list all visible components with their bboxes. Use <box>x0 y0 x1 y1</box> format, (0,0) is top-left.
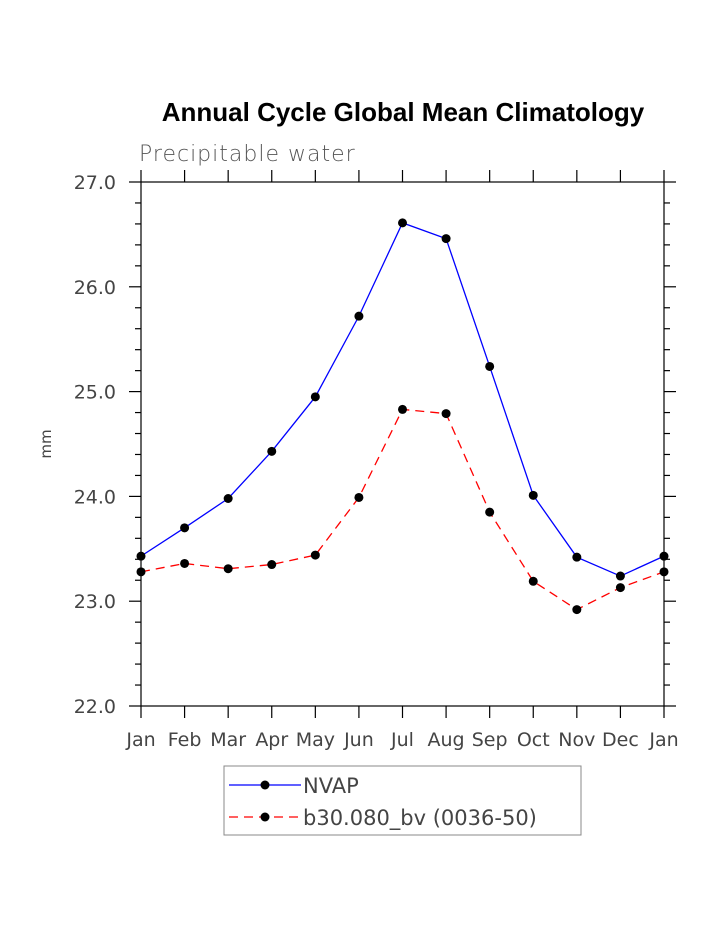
legend-item: NVAP <box>229 774 359 798</box>
x-tick-label: Nov <box>558 729 595 751</box>
plot-frame <box>140 181 665 707</box>
data-point <box>223 564 233 574</box>
y-tick-label: 26.0 <box>74 277 116 299</box>
x-tick-label: May <box>296 729 335 751</box>
legend: NVAP b30.080_bv (0036-50) <box>223 765 582 836</box>
x-tick-label: Mar <box>210 729 246 751</box>
chart-title: Annual Cycle Global Mean Climatology <box>162 97 645 127</box>
data-point <box>441 409 451 419</box>
x-tick-label: Sep <box>472 729 508 751</box>
data-point <box>441 234 451 244</box>
data-point <box>528 576 538 586</box>
legend-label: NVAP <box>303 774 359 798</box>
series-layer <box>136 218 669 615</box>
x-tick-label: Jul <box>390 729 414 751</box>
data-point <box>572 605 582 615</box>
series-line <box>140 222 665 577</box>
y-tick-label: 24.0 <box>74 486 116 508</box>
y-tick-label: 27.0 <box>74 172 116 194</box>
x-tick-label: Jan <box>648 729 678 751</box>
data-point <box>136 551 146 561</box>
data-point <box>659 567 669 577</box>
x-tick-label: Dec <box>602 729 639 751</box>
series-1 <box>136 218 669 581</box>
x-tick-label: Aug <box>428 729 465 751</box>
legend-label: b30.080_bv (0036-50) <box>303 806 537 831</box>
data-point <box>267 446 277 456</box>
chart-subtitle: Precipitable water <box>139 142 356 167</box>
y-tick-label: 22.0 <box>74 696 116 718</box>
data-point <box>572 552 582 562</box>
data-point <box>485 507 495 517</box>
data-point <box>180 558 190 568</box>
y-tick-label: 25.0 <box>74 382 116 404</box>
data-point <box>136 567 146 577</box>
series-line <box>140 408 665 611</box>
data-point <box>267 560 277 570</box>
data-point <box>528 490 538 500</box>
data-point <box>180 523 190 533</box>
data-point <box>398 218 407 228</box>
x-tick-label: Jan <box>125 729 155 751</box>
tick-marks <box>129 170 676 718</box>
data-point <box>354 311 364 321</box>
x-tick-label: Oct <box>517 729 550 751</box>
x-tick-label: Apr <box>255 729 288 751</box>
y-tick-labels: 22.0 23.0 24.0 25.0 26.0 27.0 <box>74 172 116 718</box>
data-point <box>223 493 233 503</box>
data-point <box>398 404 407 414</box>
data-point <box>659 551 669 561</box>
x-tick-labels: Jan Feb Mar Apr May Jun Jul Aug Sep Oct Nov Dec Jan <box>125 729 678 751</box>
data-point <box>485 361 495 371</box>
legend-marker <box>260 812 270 822</box>
data-point <box>615 571 625 581</box>
y-axis-label: mm <box>37 429 55 458</box>
x-tick-label: Feb <box>168 729 202 751</box>
legend-item: b30.080_bv (0036-50) <box>229 806 537 831</box>
series-2 <box>136 404 669 615</box>
legend-box <box>223 765 582 836</box>
legend-marker <box>260 780 270 790</box>
x-tick-label: Jun <box>343 729 374 751</box>
data-point <box>310 550 320 560</box>
data-point <box>615 583 625 593</box>
data-point <box>354 492 364 502</box>
y-tick-label: 23.0 <box>74 591 116 613</box>
data-point <box>310 392 320 402</box>
